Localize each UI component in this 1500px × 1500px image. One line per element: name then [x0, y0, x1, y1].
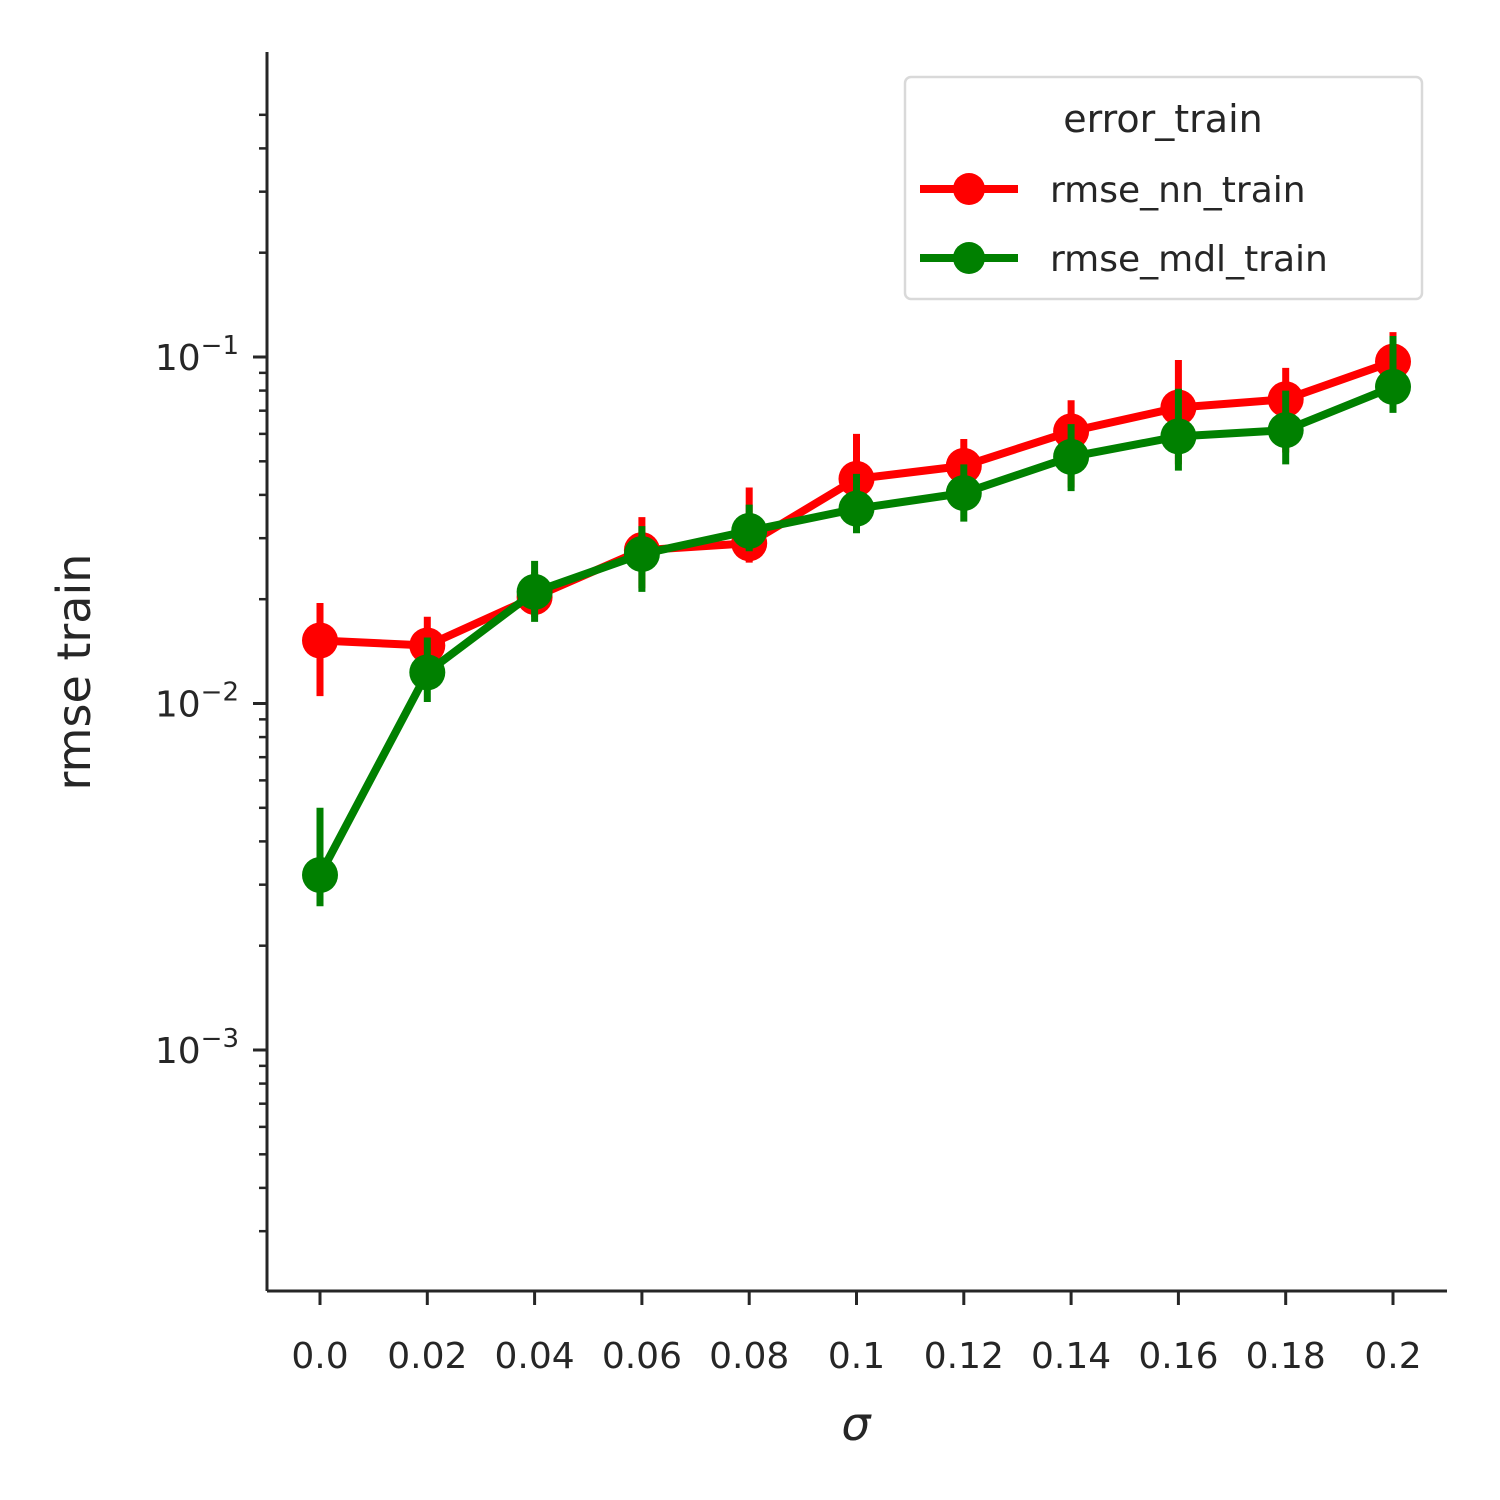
- x-axis-label: σ: [841, 1397, 872, 1451]
- y-tick-label: 10−1: [155, 331, 239, 379]
- legend: error_train rmse_nn_train rmse_mdl_train: [903, 75, 1424, 301]
- legend-frame: [903, 75, 1424, 301]
- x-tick-label: 0.06: [602, 1336, 682, 1377]
- x-tick-label: 0.0: [291, 1336, 348, 1377]
- x-tick-label: 0.08: [709, 1336, 789, 1377]
- x-tick-label: 0.2: [1364, 1336, 1421, 1377]
- data-point: [409, 654, 446, 691]
- y-tick-label: 10−3: [155, 1024, 239, 1072]
- data-point: [945, 475, 982, 512]
- y-tick-label: 10−2: [155, 678, 239, 726]
- x-tick-label: 0.12: [924, 1336, 1004, 1377]
- legend-label-mdl: rmse_mdl_train: [1050, 239, 1328, 280]
- legend-title: error_train: [1063, 97, 1262, 141]
- data-point: [1267, 412, 1304, 449]
- x-tick-label: 0.1: [828, 1336, 885, 1377]
- x-tick-label: 0.14: [1031, 1336, 1111, 1377]
- data-point: [731, 512, 768, 549]
- x-tick-label: 0.02: [387, 1336, 467, 1377]
- data-point: [302, 856, 338, 893]
- data-point: [1053, 438, 1090, 475]
- legend-label-nn: rmse_nn_train: [1050, 170, 1306, 211]
- legend-marker-nn: [953, 173, 985, 205]
- data-point: [516, 573, 553, 610]
- legend-marker-mdl: [953, 242, 985, 274]
- legend-entry-mdl: rmse_mdl_train: [920, 239, 1328, 280]
- legend-entry-nn: rmse_nn_train: [920, 170, 1306, 211]
- plot-area: 10−1 10−2 10−3 0.0 0.02 0.04 0.06 0.08 0.1 0.12 0.…: [155, 52, 1447, 1377]
- series-rmse_mdl_train: [302, 335, 1411, 907]
- data-point: [302, 622, 338, 659]
- y-axis-label: rmse train: [47, 554, 101, 791]
- x-tick-label: 0.16: [1138, 1336, 1218, 1377]
- x-tick-label: 0.04: [495, 1336, 575, 1377]
- data-point: [838, 490, 875, 527]
- data-point: [623, 536, 660, 573]
- data-point: [1375, 368, 1411, 405]
- data-point: [1160, 418, 1197, 455]
- x-tick-label: 0.18: [1246, 1336, 1326, 1377]
